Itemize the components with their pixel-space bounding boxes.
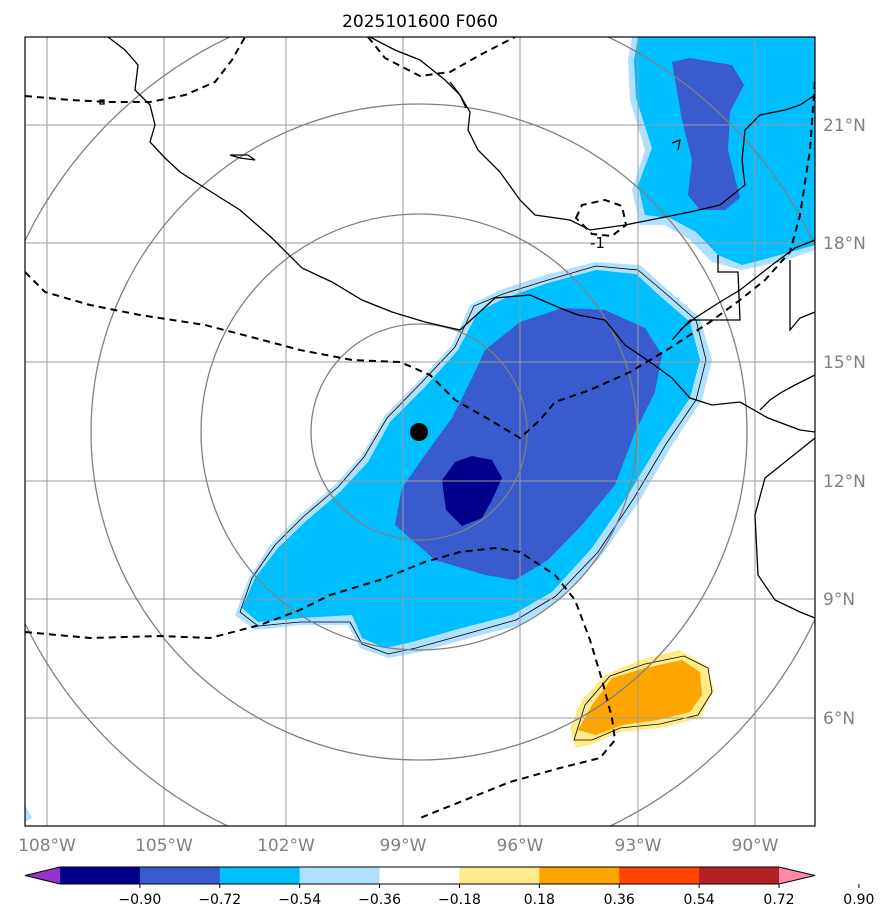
latitude-labels: 21°N 18°N 15°N 12°N 9°N 6°N [823, 116, 866, 729]
border-belize [789, 260, 815, 332]
colorbar-segment [219, 867, 301, 884]
map-area: -1 [25, 37, 815, 826]
graticule [25, 37, 815, 826]
colorbar-tick-label: −0.36 [358, 892, 401, 908]
colorbar-tick-label: 0.54 [684, 892, 715, 908]
colorbar: −0.90 −0.72 −0.54 −0.36 −0.18 0.18 0.36 0.54 0.7… [24, 866, 874, 908]
coastline-south-america [754, 437, 815, 619]
map-frame [24, 36, 816, 827]
colorbar-outline [24, 866, 816, 885]
island-small-2 [99, 99, 105, 105]
contour-label: -1 [590, 234, 605, 252]
dashed-contours [25, 37, 815, 819]
dashed-contour-north [25, 37, 246, 103]
negative-anomaly-gulf [628, 37, 815, 270]
colorbar-extend-high [779, 867, 815, 884]
dashed-contour-central [25, 79, 815, 440]
positive-fill-orange [578, 660, 702, 735]
colorbar-tick-label: 0.36 [604, 892, 635, 908]
lon-label: 99°W [380, 836, 427, 856]
lat-label: 6°N [823, 709, 855, 729]
longitude-labels: 108°W 105°W 102°W 99°W 96°W 93°W 90°W [18, 836, 779, 856]
colorbar-tick-label: −0.54 [278, 892, 321, 908]
coastline-pacific-mexico [107, 37, 815, 433]
lon-label: 90°W [732, 836, 779, 856]
lon-label: 108°W [18, 836, 76, 856]
lat-label: 12°N [823, 472, 866, 492]
island-small-3 [449, 81, 467, 109]
storm-center-marker [410, 423, 428, 441]
figure-title: 2025101600 F060 [342, 12, 498, 32]
colorbar-segment [60, 867, 141, 884]
lat-label: 15°N [823, 353, 866, 373]
lon-label: 96°W [497, 836, 544, 856]
lon-label: 105°W [135, 836, 193, 856]
colorbar-segment [619, 867, 700, 884]
colorbar-tick-label: 0.18 [524, 892, 555, 908]
negative-anomaly-main [235, 262, 712, 658]
colorbar-segment [539, 867, 620, 884]
island-small-4 [671, 138, 681, 151]
positive-outline [573, 655, 713, 741]
gulf-fill-royal [672, 58, 744, 210]
coastline-yucatan-east [679, 239, 815, 331]
border-guatemala [671, 255, 741, 341]
lon-label: 93°W [615, 836, 662, 856]
colorbar-segment [139, 867, 221, 884]
colorbar-tick-label: −0.72 [198, 892, 241, 908]
colorbar-segment [379, 867, 460, 884]
dashed-contour-south [25, 546, 617, 819]
coastline-caribbean [759, 374, 815, 411]
anomaly-fill-navy [442, 456, 502, 526]
dashed-contour-loop [574, 198, 628, 238]
lon-label: 102°W [257, 836, 315, 856]
coastlines [99, 37, 815, 619]
colorbar-tick-label: 0.90 [843, 892, 874, 908]
colorbar-segment [699, 867, 780, 884]
colorbar-extend-low [25, 867, 60, 884]
lat-label: 9°N [823, 590, 855, 610]
lat-label: 18°N [823, 234, 866, 254]
corner-fill [25, 805, 32, 822]
dashed-contour-north-2 [367, 37, 516, 78]
lat-label: 21°N [823, 116, 866, 136]
colorbar-tick-label: −0.90 [118, 892, 161, 908]
colorbar-tick-label: −0.18 [438, 892, 481, 908]
colorbar-tick-label: 0.72 [763, 892, 794, 908]
positive-anomaly [570, 650, 714, 748]
colorbar-segment [299, 867, 381, 884]
colorbar-segment [459, 867, 540, 884]
island-small-1 [229, 154, 256, 161]
